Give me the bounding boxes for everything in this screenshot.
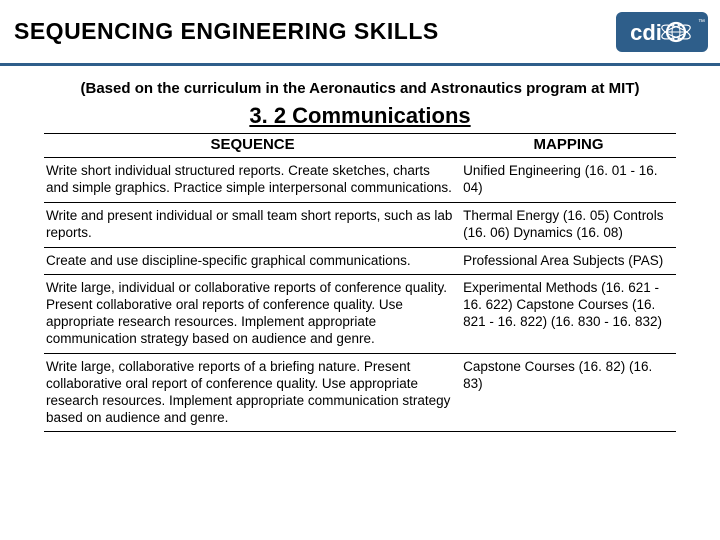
skills-table: SEQUENCE MAPPING Write short individual … (44, 133, 676, 432)
subtitle: (Based on the curriculum in the Aeronaut… (44, 80, 676, 97)
cell-mapping: Experimental Methods (16. 621 - 16. 622)… (461, 275, 676, 354)
cell-sequence: Write large, collaborative reports of a … (44, 353, 461, 432)
table-row: Create and use discipline-specific graph… (44, 247, 676, 275)
cell-mapping: Capstone Courses (16. 82) (16. 83) (461, 353, 676, 432)
cell-mapping: Professional Area Subjects (PAS) (461, 247, 676, 275)
slide-header: SEQUENCING ENGINEERING SKILLS cdi ™ (0, 0, 720, 66)
table-row: Write short individual structured report… (44, 158, 676, 203)
table-row: Write large, individual or collaborative… (44, 275, 676, 354)
svg-text:™: ™ (698, 19, 705, 26)
slide-content: (Based on the curriculum in the Aeronaut… (0, 66, 720, 432)
cdio-logo: cdi ™ (616, 12, 708, 52)
cell-sequence: Create and use discipline-specific graph… (44, 247, 461, 275)
col-header-mapping: MAPPING (461, 134, 676, 158)
table-header-row: SEQUENCE MAPPING (44, 134, 676, 158)
section-heading: 3. 2 Communications (44, 103, 676, 129)
cell-sequence: Write short individual structured report… (44, 158, 461, 203)
svg-text:cdi: cdi (630, 20, 662, 45)
col-header-sequence: SEQUENCE (44, 134, 461, 158)
cell-mapping: Unified Engineering (16. 01 - 16. 04) (461, 158, 676, 203)
cell-sequence: Write and present individual or small te… (44, 202, 461, 247)
table-row: Write large, collaborative reports of a … (44, 353, 676, 432)
cell-mapping: Thermal Energy (16. 05) Controls (16. 06… (461, 202, 676, 247)
slide-title: SEQUENCING ENGINEERING SKILLS (14, 18, 439, 45)
table-row: Write and present individual or small te… (44, 202, 676, 247)
cell-sequence: Write large, individual or collaborative… (44, 275, 461, 354)
